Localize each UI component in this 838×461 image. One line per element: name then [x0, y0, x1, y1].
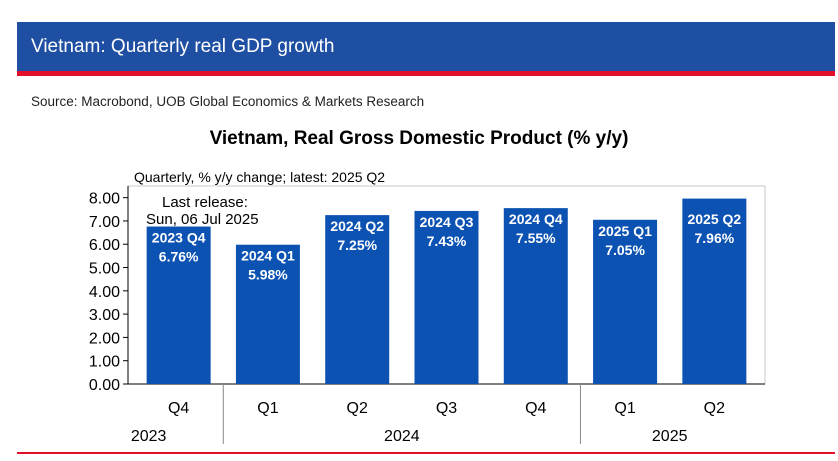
bar-period-label: 2024 Q4 [509, 211, 563, 227]
bar-period-label: 2024 Q2 [330, 218, 384, 234]
bar [503, 208, 568, 384]
y-tick-label: 8.00 [89, 191, 120, 208]
bar [682, 198, 747, 384]
bar-period-label: 2025 Q2 [687, 211, 741, 227]
last-release-label: Last release: [162, 194, 248, 211]
x-tick-label: Q1 [614, 400, 635, 417]
bottom-divider [17, 452, 835, 454]
bar-period-label: 2024 Q1 [241, 248, 295, 264]
header-title: Vietnam: Quarterly real GDP growth [31, 36, 335, 57]
bar-value-label: 7.96% [695, 230, 735, 246]
bar-period-label: 2025 Q1 [598, 223, 652, 239]
bar-period-label: 2024 Q3 [420, 214, 474, 230]
bar [414, 210, 479, 384]
y-tick-label: 6.00 [89, 237, 120, 254]
x-tick-label: Q2 [704, 400, 725, 417]
x-tick-label: Q2 [347, 400, 368, 417]
bar [593, 219, 658, 384]
y-tick-label: 1.00 [89, 354, 120, 371]
bar-value-label: 7.05% [605, 242, 645, 258]
y-tick-label: 3.00 [89, 307, 120, 324]
x-tick-label: Q4 [168, 400, 189, 417]
bar-value-label: 5.98% [248, 267, 288, 283]
bar [235, 244, 300, 384]
x-tick-label: Q4 [525, 400, 546, 417]
bar-value-label: 7.43% [427, 233, 467, 249]
bar-value-label: 6.76% [159, 249, 199, 265]
x-tick-label: Q3 [436, 400, 457, 417]
y-tick-label: 0.00 [89, 377, 120, 394]
last-release-date: Sun, 06 Jul 2025 [146, 211, 259, 228]
bar [325, 215, 390, 384]
chart-title: Vietnam, Real Gross Domestic Product (% … [209, 128, 629, 149]
bar [146, 226, 211, 384]
source-note: Source: Macrobond, UOB Global Economics … [31, 94, 425, 109]
chart-subtitle: Quarterly, % y/y change; latest: 2025 Q2 [134, 169, 386, 185]
year-label: 2024 [384, 428, 420, 445]
y-tick-label: 4.00 [89, 284, 120, 301]
y-tick-label: 2.00 [89, 330, 120, 347]
year-label: 2023 [131, 428, 167, 445]
bar-value-label: 7.25% [337, 237, 377, 253]
year-label: 2025 [652, 428, 688, 445]
bar-value-label: 7.55% [516, 230, 556, 246]
y-tick-label: 7.00 [89, 214, 120, 231]
bar-period-label: 2023 Q4 [152, 230, 206, 246]
header-banner: Vietnam: Quarterly real GDP growth [17, 22, 835, 76]
last-release-annotation: Last release: Sun, 06 Jul 2025 [146, 194, 259, 228]
x-tick-label: Q1 [257, 400, 278, 417]
y-tick-label: 5.00 [89, 261, 120, 278]
